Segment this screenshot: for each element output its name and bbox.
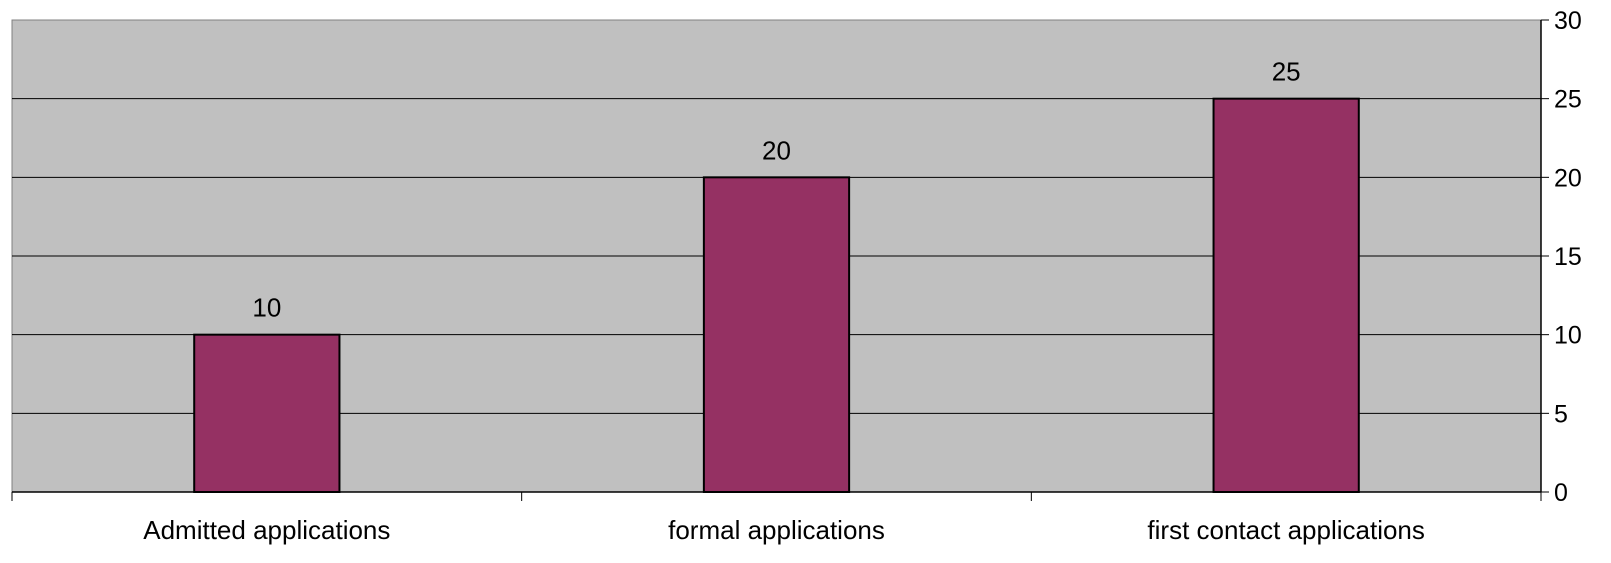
- bar: [702, 176, 851, 493]
- y-tick-label: 15: [1554, 243, 1582, 271]
- axes: 0 5 10 15 20 25 30 Admitted applications formal …: [11, 7, 1582, 545]
- y-tick-label: 5: [1554, 400, 1568, 428]
- data-label: 25: [1272, 57, 1301, 87]
- y-tick-label: 0: [1554, 479, 1568, 507]
- bar: [193, 333, 341, 493]
- y-tick-label: 25: [1554, 86, 1582, 114]
- data-label: 20: [762, 135, 791, 165]
- y-tick-label: 30: [1554, 7, 1582, 35]
- x-tick-label: formal applications: [668, 515, 885, 545]
- data-label: 10: [252, 293, 281, 323]
- bars: [193, 97, 1360, 494]
- y-tick-label: 10: [1554, 322, 1582, 350]
- x-tick-label: first contact applications: [1147, 515, 1424, 545]
- y-tick-label: 20: [1554, 164, 1582, 192]
- data-labels: 10 20 25: [252, 57, 1300, 323]
- bar: [1212, 97, 1360, 494]
- x-tick-label: Admitted applications: [143, 515, 390, 545]
